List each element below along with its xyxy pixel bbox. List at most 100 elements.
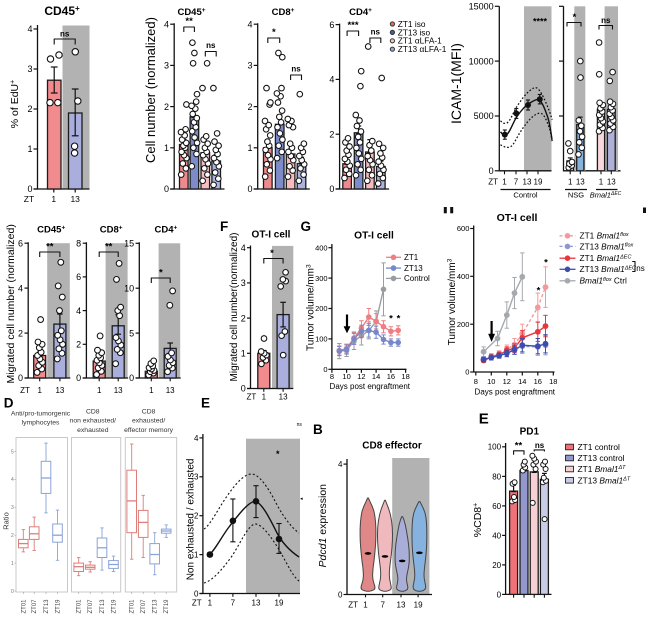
svg-text:lymphocytes: lymphocytes [22, 420, 60, 427]
svg-text:ZT13: ZT13 [100, 599, 106, 614]
svg-text:10000: 10000 [469, 56, 494, 66]
svg-text:ZT13 Bmal1ΔEC: ZT13 Bmal1ΔEC [580, 264, 637, 274]
svg-text:ZT19: ZT19 [112, 599, 118, 614]
svg-text:13: 13 [607, 178, 616, 187]
svg-text:ZT: ZT [192, 599, 202, 608]
svg-text:ZT13 iso: ZT13 iso [398, 27, 431, 37]
svg-text:4: 4 [76, 306, 81, 316]
svg-text:NSG: NSG [568, 191, 584, 200]
svg-text:ZT: ZT [348, 601, 358, 610]
svg-text:12: 12 [357, 372, 365, 381]
svg-text:4: 4 [194, 434, 199, 443]
svg-text:effector memory: effector memory [124, 427, 174, 434]
svg-text:13: 13 [397, 601, 406, 610]
svg-text:2: 2 [329, 129, 334, 139]
svg-text:3: 3 [241, 278, 246, 288]
svg-text:ICAM-1(MFI): ICAM-1(MFI) [448, 43, 464, 124]
svg-text:0: 0 [11, 589, 14, 595]
svg-text:3: 3 [164, 61, 169, 71]
svg-text:ZT1 iso: ZT1 iso [398, 19, 426, 29]
svg-text:6: 6 [329, 20, 334, 30]
svg-text:400: 400 [457, 272, 470, 281]
svg-text:18: 18 [401, 372, 409, 381]
svg-text:0: 0 [323, 365, 327, 374]
svg-text:13: 13 [576, 178, 585, 187]
svg-text:4: 4 [241, 243, 246, 253]
svg-text:10: 10 [487, 377, 495, 386]
svg-text:ZT07: ZT07 [32, 599, 38, 614]
svg-text:ns: ns [206, 41, 216, 50]
svg-text:ZT13 αLFA-1: ZT13 αLFA-1 [398, 44, 447, 54]
svg-text:4: 4 [338, 460, 343, 469]
svg-text:ZT19: ZT19 [164, 599, 170, 614]
svg-text:Control: Control [513, 191, 538, 200]
svg-text:ZT13: ZT13 [153, 599, 159, 614]
svg-text:200: 200 [457, 320, 470, 329]
svg-text:13: 13 [55, 386, 64, 395]
svg-text:10: 10 [124, 283, 134, 293]
svg-text:% of EdU+: % of EdU+ [9, 80, 21, 128]
svg-text:4: 4 [18, 283, 23, 293]
svg-text:ZT: ZT [488, 178, 498, 187]
svg-text:7: 7 [380, 601, 385, 610]
svg-text:1: 1 [194, 551, 199, 560]
svg-text:16: 16 [387, 372, 395, 381]
svg-text:ZT07: ZT07 [88, 599, 94, 614]
svg-text:1: 1 [11, 561, 14, 567]
svg-text:CD45+: CD45+ [44, 4, 80, 18]
svg-text:E: E [479, 411, 489, 428]
svg-text:Bmal1ΔEC: Bmal1ΔEC [590, 191, 622, 200]
svg-text:13: 13 [70, 194, 80, 204]
svg-text:CD8: CD8 [86, 409, 100, 416]
svg-text:20: 20 [492, 561, 501, 570]
svg-text:6: 6 [76, 272, 81, 282]
svg-text:1: 1 [164, 143, 169, 153]
svg-text:60: 60 [492, 502, 501, 511]
svg-text:Tumor volume/mm3: Tumor volume/mm3 [305, 264, 316, 351]
svg-text:0: 0 [27, 184, 32, 194]
svg-text:*: * [573, 12, 577, 23]
svg-text:0: 0 [247, 184, 252, 194]
svg-text:0: 0 [194, 589, 199, 598]
svg-text:ZT: ZT [24, 194, 34, 204]
svg-text:Anti/pro-tumorgenic: Anti/pro-tumorgenic [11, 411, 71, 418]
svg-text:ZT07: ZT07 [141, 599, 147, 614]
svg-text:15000: 15000 [469, 2, 494, 12]
svg-text:600: 600 [457, 224, 470, 233]
svg-text:4: 4 [164, 19, 169, 29]
svg-text:Pdcd1 expression: Pdcd1 expression [317, 484, 329, 568]
svg-text:8: 8 [76, 238, 81, 248]
svg-text:OT-I cell: OT-I cell [497, 212, 538, 224]
svg-text:ZT1 αLFA-1: ZT1 αLFA-1 [398, 36, 442, 46]
svg-text:0: 0 [329, 184, 334, 194]
svg-text:1: 1 [97, 386, 102, 395]
svg-text:ZT: ZT [247, 393, 257, 402]
svg-text:*: * [544, 258, 548, 269]
svg-text:400: 400 [315, 243, 328, 252]
svg-text:3: 3 [194, 473, 199, 482]
svg-text:F: F [220, 219, 228, 234]
svg-text:*: * [389, 314, 393, 325]
svg-text:2: 2 [18, 328, 23, 338]
svg-text:Non exhausted / exhausted: Non exhausted / exhausted [186, 459, 197, 581]
svg-text:ns: ns [601, 16, 611, 25]
svg-text:4: 4 [11, 477, 14, 483]
svg-text:1: 1 [599, 178, 604, 187]
svg-text:0: 0 [164, 184, 169, 194]
svg-text:13: 13 [252, 599, 261, 608]
svg-text:non exhausted/: non exhausted/ [70, 418, 117, 425]
svg-text:Tumor volume/mm3: Tumor volume/mm3 [447, 258, 458, 345]
svg-text:exhausted: exhausted [77, 427, 109, 434]
svg-text:ns: ns [291, 65, 301, 74]
svg-text:2: 2 [11, 533, 14, 539]
svg-text:2: 2 [247, 102, 252, 112]
svg-text:1: 1 [363, 601, 368, 610]
svg-text:13: 13 [523, 178, 532, 187]
svg-text:7: 7 [231, 599, 236, 608]
svg-text:Migrated cell number (normaliz: Migrated cell number (normalized) [5, 224, 17, 383]
svg-text:ns: ns [297, 422, 303, 428]
svg-text:1: 1 [247, 143, 252, 153]
svg-text:0: 0 [489, 166, 494, 176]
svg-text:100: 100 [315, 335, 328, 344]
svg-text:1: 1 [51, 194, 56, 204]
